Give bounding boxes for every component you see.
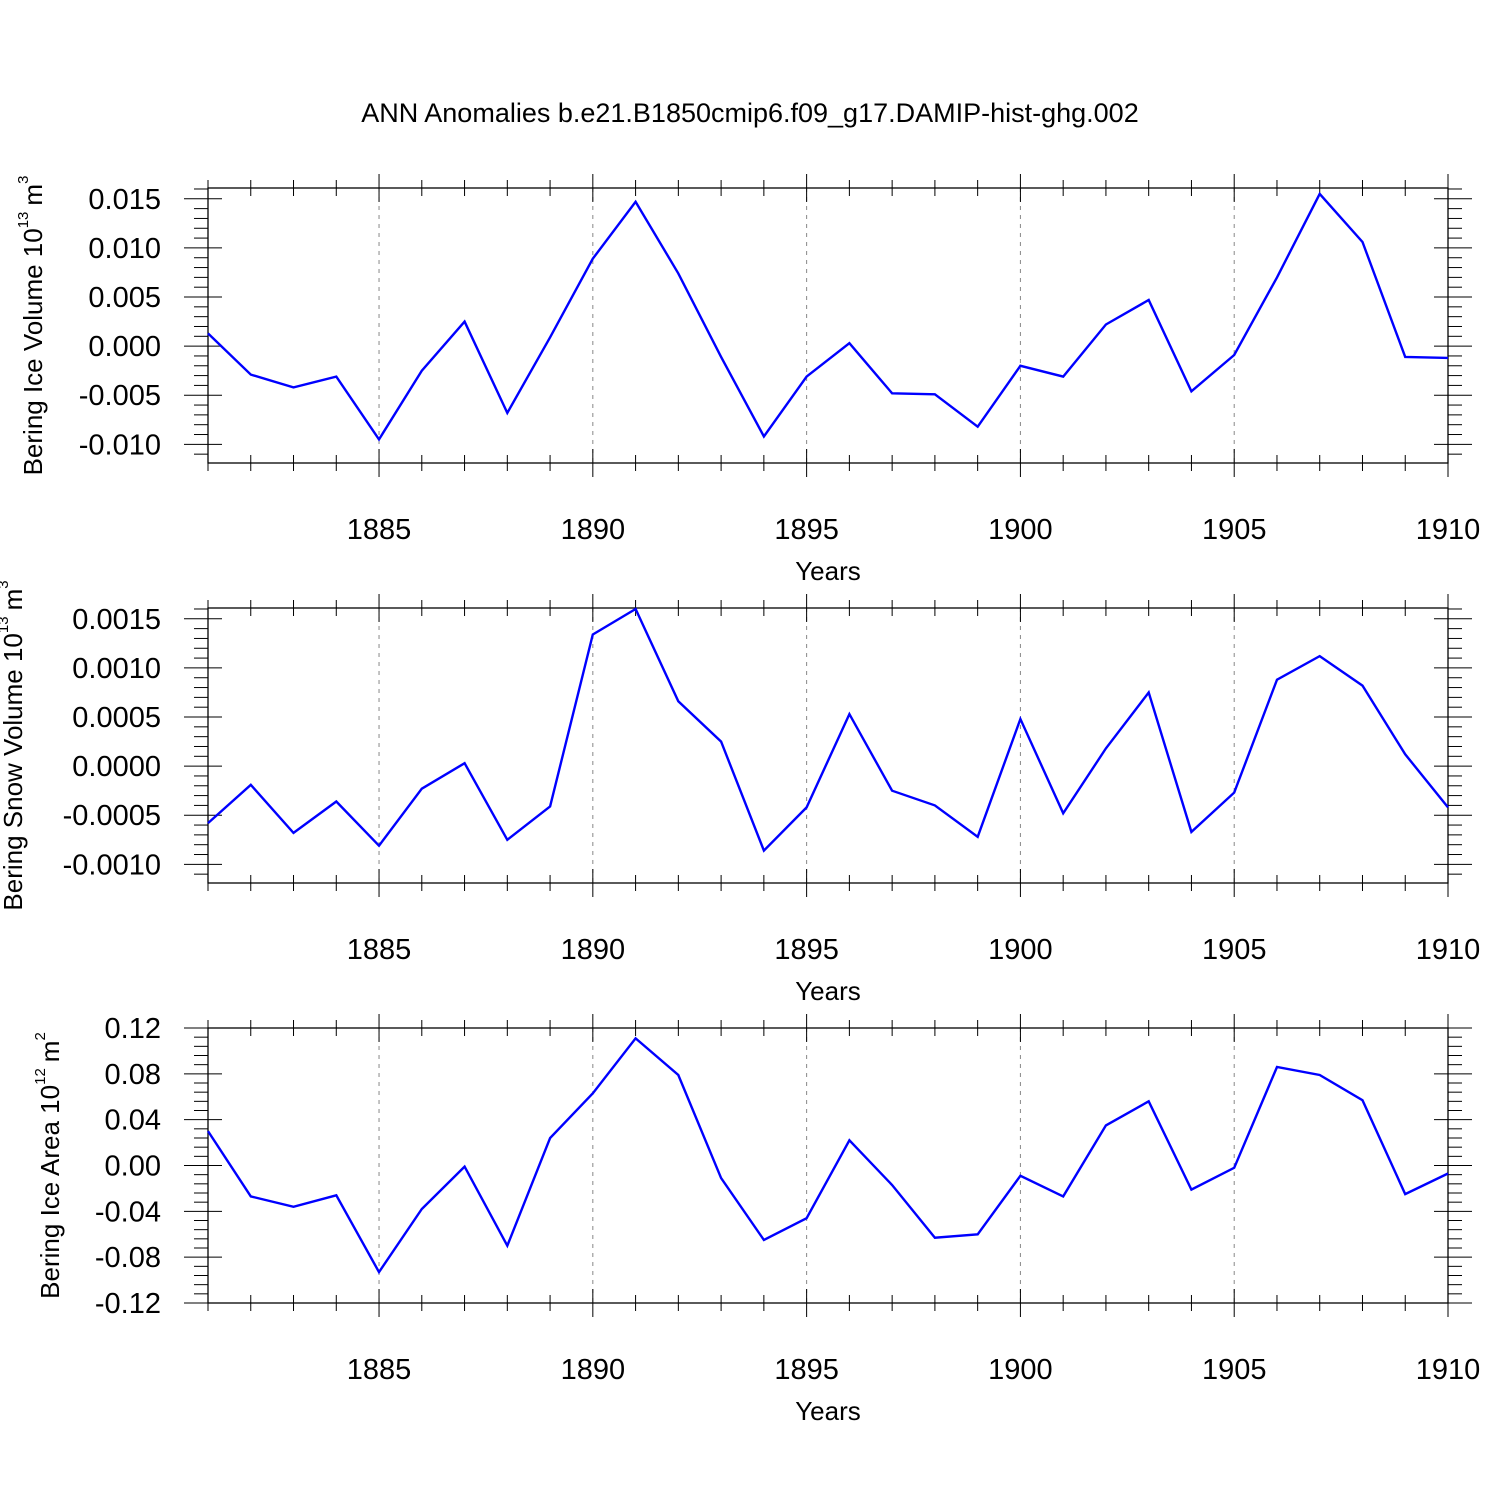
y-tick-label: 0.04 <box>105 1105 161 1137</box>
x-tick-label: 1890 <box>561 1354 626 1386</box>
plot-frame <box>207 1027 1449 1304</box>
y-tick-label: 0.0010 <box>72 653 161 685</box>
x-tick-label: 1890 <box>561 934 626 966</box>
chart-title: ANN Anomalies b.e21.B1850cmip6.f09_g17.D… <box>361 98 1138 128</box>
x-tick-label: 1910 <box>1416 514 1481 546</box>
y-axis-title-exponent: 12 <box>32 1068 49 1085</box>
x-tick-label: 1900 <box>988 1354 1053 1386</box>
series-line <box>206 1036 1449 1275</box>
y-axis-title-exponent: 13 <box>0 616 12 633</box>
x-tick-label: 1895 <box>774 934 839 966</box>
series-line <box>207 607 1449 853</box>
plot-frame <box>207 187 1449 464</box>
y-axis-title-main: Bering Snow Volume 10 <box>0 633 28 911</box>
y-axis-title-unit-exponent: 3 <box>15 176 32 184</box>
y-tick-label: 0.0000 <box>72 751 161 783</box>
y-tick-label: 0.0005 <box>72 702 161 734</box>
x-tick-label: 1885 <box>347 514 412 546</box>
x-tick-label: 1900 <box>988 934 1053 966</box>
x-tick-label: 1895 <box>774 1354 839 1386</box>
y-axis-title-unit: m <box>0 589 28 611</box>
y-tick-label: -0.010 <box>79 429 161 461</box>
y-tick-label: -0.12 <box>95 1288 161 1320</box>
y-axis-title-unit: m <box>35 1041 65 1063</box>
y-tick-label: -0.04 <box>95 1196 161 1228</box>
y-tick-label: -0.005 <box>79 380 161 412</box>
x-tick-label: 1900 <box>988 514 1053 546</box>
y-tick-label: 0.005 <box>88 282 161 314</box>
x-tick-label: 1905 <box>1202 934 1267 966</box>
plot-frame <box>207 607 1449 884</box>
y-axis-title-main: Bering Ice Area 10 <box>35 1085 65 1299</box>
y-tick-label: 0.015 <box>88 184 161 216</box>
y-tick-label: -0.0005 <box>63 800 161 832</box>
y-tick-label: 0.0015 <box>72 604 161 636</box>
y-axis-title-exponent: 13 <box>15 212 32 229</box>
x-tick-label: 1885 <box>347 1354 412 1386</box>
panel-3: -0.12 -0.08 -0.04 0.00 0.04 0.08 0.12 1885 1890 1… <box>32 1013 1481 1426</box>
x-axis-title: Years <box>795 976 861 1006</box>
x-tick-label: 1885 <box>347 934 412 966</box>
y-tick-label: -0.0010 <box>63 849 161 881</box>
y-tick-label: -0.08 <box>95 1242 161 1274</box>
y-tick-label: 0.000 <box>88 331 161 363</box>
panel-2: -0.0010 -0.0005 0.0000 0.0005 0.0010 0.0015 18… <box>0 580 1480 1006</box>
x-axis-title: Years <box>795 1396 861 1426</box>
x-axis-title: Years <box>795 556 861 586</box>
panel-1: -0.010 -0.005 0.000 0.005 0.010 0.015 1885 1890… <box>15 174 1481 586</box>
y-tick-label: 0.00 <box>105 1151 161 1183</box>
series-line <box>207 191 1449 442</box>
panels: -0.010 -0.005 0.000 0.005 0.010 0.015 1885 1890… <box>0 174 1480 1426</box>
x-tick-label: 1890 <box>561 514 626 546</box>
y-tick-label: 0.010 <box>88 233 161 265</box>
y-axis-title: Bering Ice Volume 1013 m3 <box>15 176 49 476</box>
y-axis-title-main: Bering Ice Volume 10 <box>18 228 48 475</box>
y-axis-title-unit-exponent: 2 <box>32 1032 49 1040</box>
y-tick-label: 0.12 <box>105 1013 161 1045</box>
x-tick-label: 1910 <box>1416 1354 1481 1386</box>
x-tick-label: 1905 <box>1202 514 1267 546</box>
y-axis-title: Bering Ice Area 1012 m2 <box>32 1032 66 1299</box>
y-tick-label: 0.08 <box>105 1059 161 1091</box>
x-tick-label: 1910 <box>1416 934 1481 966</box>
y-axis-title-unit-exponent: 3 <box>0 580 12 588</box>
x-tick-label: 1895 <box>774 514 839 546</box>
y-axis-title: Bering Snow Volume 1013 m3 <box>0 580 28 910</box>
x-tick-label: 1905 <box>1202 1354 1267 1386</box>
y-axis-title-unit: m <box>18 184 48 206</box>
